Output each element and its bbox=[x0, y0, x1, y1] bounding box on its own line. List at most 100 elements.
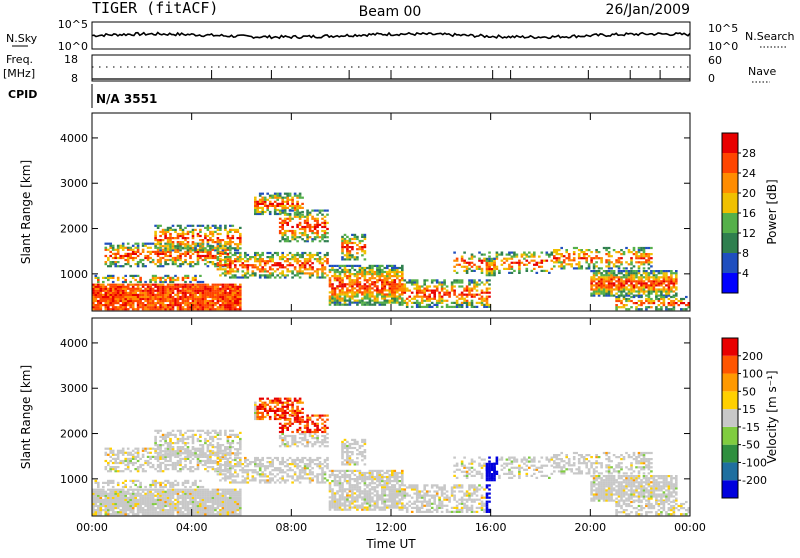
power-cell bbox=[199, 225, 202, 227]
power-cell bbox=[394, 289, 397, 291]
power-cell bbox=[396, 297, 399, 299]
power-cell bbox=[391, 287, 394, 289]
velocity-cell bbox=[107, 470, 110, 472]
power-cell bbox=[227, 296, 230, 298]
velocity-cell bbox=[197, 501, 200, 503]
power-cell bbox=[281, 207, 284, 209]
power-cell bbox=[142, 263, 145, 265]
power-cell bbox=[281, 232, 284, 234]
power-cell bbox=[127, 304, 130, 306]
velocity-cell bbox=[117, 482, 120, 484]
velocity-cell bbox=[207, 507, 210, 509]
power-cell bbox=[533, 264, 536, 266]
power-cell bbox=[675, 293, 678, 295]
velocity-cell bbox=[169, 503, 172, 505]
power-cell bbox=[595, 255, 598, 257]
power-cell bbox=[476, 285, 479, 287]
power-cell bbox=[237, 270, 240, 272]
power-cell bbox=[202, 259, 205, 261]
power-cell bbox=[301, 270, 304, 272]
power-cell bbox=[361, 291, 364, 293]
power-cell bbox=[124, 263, 127, 265]
power-cell bbox=[134, 284, 137, 286]
power-cell bbox=[316, 226, 319, 228]
power-cell bbox=[117, 288, 120, 290]
power-cell bbox=[668, 278, 671, 280]
velocity-cell bbox=[124, 493, 127, 495]
velocity-cell bbox=[199, 507, 202, 509]
velocity-cell bbox=[142, 464, 145, 466]
power-cell bbox=[608, 276, 611, 278]
power-cell bbox=[187, 284, 190, 286]
power-cell bbox=[234, 264, 237, 266]
power-cell bbox=[227, 300, 230, 302]
power-cell bbox=[177, 235, 180, 237]
power-cell bbox=[299, 260, 302, 262]
power-cell bbox=[144, 243, 147, 245]
power-cell bbox=[187, 296, 190, 298]
velocity-cell bbox=[129, 503, 132, 505]
power-cell bbox=[336, 275, 339, 277]
power-cell bbox=[162, 308, 165, 310]
power-cell bbox=[159, 302, 162, 304]
power-cell bbox=[371, 293, 374, 295]
power-cell bbox=[229, 300, 232, 302]
power-cell bbox=[346, 252, 349, 254]
power-cell bbox=[266, 276, 269, 278]
power-cell bbox=[174, 251, 177, 253]
power-cell bbox=[187, 233, 190, 235]
power-cell bbox=[311, 274, 314, 276]
power-cell bbox=[164, 290, 167, 292]
beam-title: Beam 00 bbox=[359, 4, 422, 20]
power-cell bbox=[491, 258, 494, 260]
power-cell bbox=[294, 274, 297, 276]
power-cell bbox=[316, 224, 319, 226]
colorbar-segment bbox=[722, 233, 738, 253]
power-cell bbox=[147, 247, 150, 249]
power-cell bbox=[351, 295, 354, 297]
power-cell bbox=[658, 298, 661, 300]
power-cell bbox=[286, 270, 289, 272]
power-cell bbox=[254, 207, 257, 209]
power-cell bbox=[551, 260, 554, 262]
velocity-cell bbox=[144, 448, 147, 450]
power-cell bbox=[478, 258, 481, 260]
velocity-cell bbox=[174, 507, 177, 509]
power-cell bbox=[438, 283, 441, 285]
power-cell bbox=[431, 292, 434, 294]
power-cell bbox=[461, 292, 464, 294]
velocity-cell bbox=[194, 509, 197, 511]
power-cell bbox=[112, 294, 115, 296]
velocity-cell bbox=[164, 499, 167, 501]
power-cell bbox=[204, 257, 207, 259]
power-cell bbox=[605, 293, 608, 295]
power-cell bbox=[299, 205, 302, 207]
power-cell bbox=[319, 252, 322, 254]
power-cell bbox=[600, 286, 603, 288]
power-cell bbox=[623, 298, 626, 300]
power-cell bbox=[229, 241, 232, 243]
power-cell bbox=[399, 283, 402, 285]
power-cell bbox=[486, 290, 489, 292]
power-cell bbox=[214, 257, 217, 259]
power-cell bbox=[294, 193, 297, 195]
velocity-cell bbox=[134, 458, 137, 460]
power-cell bbox=[217, 296, 220, 298]
power-cell bbox=[132, 306, 135, 308]
power-cell bbox=[486, 296, 489, 298]
power-cell bbox=[306, 220, 309, 222]
power-cell bbox=[344, 242, 347, 244]
power-cell bbox=[105, 306, 108, 308]
velocity-cell bbox=[139, 497, 142, 499]
power-cell bbox=[194, 296, 197, 298]
power-cell bbox=[107, 308, 110, 310]
power-cell bbox=[326, 232, 329, 234]
power-cell bbox=[192, 284, 195, 286]
power-cell bbox=[533, 252, 536, 254]
velocity-cell bbox=[164, 458, 167, 460]
velocity-cell bbox=[107, 509, 110, 511]
power-cell bbox=[266, 252, 269, 254]
velocity-cell bbox=[204, 497, 207, 499]
velocity-cell bbox=[107, 462, 110, 464]
velocity-cell bbox=[199, 495, 202, 497]
